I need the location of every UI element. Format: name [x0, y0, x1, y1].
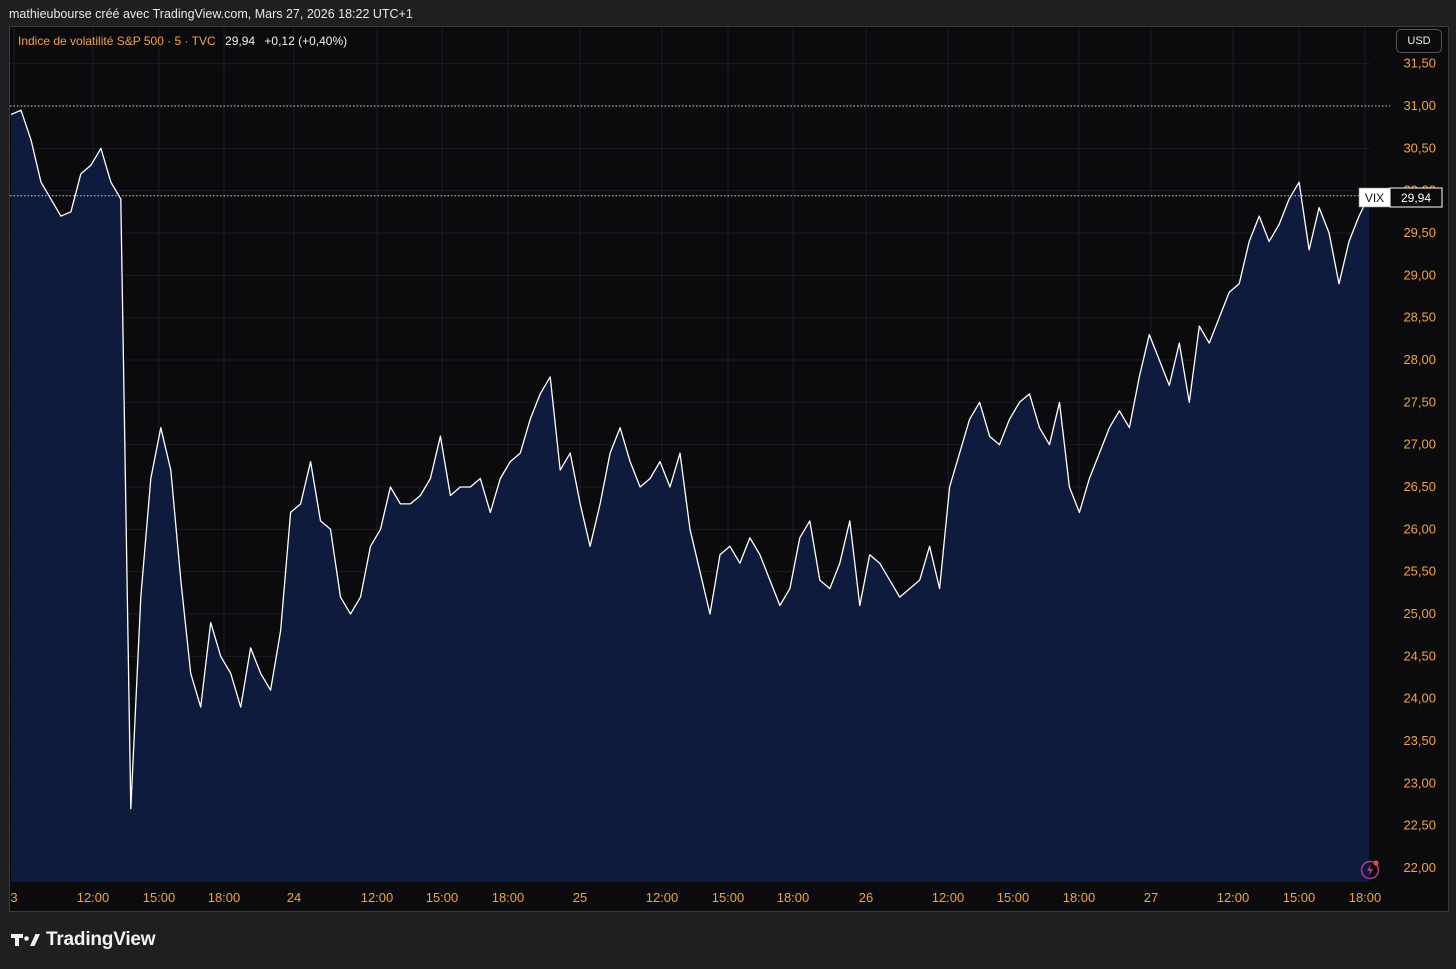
- x-tick-label: 18:00: [1063, 890, 1096, 905]
- last-price-tag: VIX 29,94: [1358, 187, 1443, 208]
- y-tick-label: 23,50: [1403, 733, 1436, 748]
- x-tick-label: 15:00: [426, 890, 459, 905]
- price-area-fill: [11, 110, 1369, 882]
- x-tick-label: 15:00: [712, 890, 745, 905]
- y-tick-label: 28,50: [1403, 310, 1436, 325]
- tradingview-logo-icon: [11, 934, 40, 946]
- currency-button[interactable]: USD: [1396, 29, 1442, 53]
- y-tick-label: 24,00: [1403, 691, 1436, 706]
- x-tick-label: 12:00: [77, 890, 110, 905]
- legend-last-value: 29,94: [225, 34, 256, 48]
- y-tick-label: 25,50: [1403, 564, 1436, 579]
- brand-wordmark: TradingView: [46, 929, 156, 950]
- x-tick-label: 24: [287, 890, 301, 905]
- y-tick-label: 29,50: [1403, 225, 1436, 240]
- x-tick-label: 12:00: [932, 890, 965, 905]
- y-tick-label: 27,00: [1403, 437, 1436, 452]
- x-tick-label: 15:00: [1283, 890, 1316, 905]
- y-tick-label: 25,00: [1403, 606, 1436, 621]
- y-tick-label: 23,00: [1403, 775, 1436, 790]
- price-chart[interactable]: 31,5031,0030,5030,0029,5029,0028,5028,00…: [10, 27, 1448, 911]
- y-tick-label: 30,50: [1403, 140, 1436, 155]
- brand-logo[interactable]: TradingView: [11, 929, 156, 951]
- x-tick-label: 12:00: [1217, 890, 1250, 905]
- y-tick-label: 26,00: [1403, 521, 1436, 536]
- last-price-value: 29,94: [1401, 191, 1431, 205]
- y-tick-label: 27,50: [1403, 394, 1436, 409]
- last-price-symbol: VIX: [1365, 191, 1384, 205]
- x-tick-label: 27: [1144, 890, 1158, 905]
- x-tick-label: 26: [859, 890, 873, 905]
- price-axis[interactable]: 31,5031,0030,5030,0029,5029,0028,5028,00…: [1403, 56, 1436, 875]
- x-tick-label: 25: [573, 890, 587, 905]
- y-tick-label: 29,00: [1403, 267, 1436, 282]
- legend-change: +0,12 (+0,40%): [264, 34, 348, 48]
- x-tick-label: 15:00: [143, 890, 176, 905]
- x-tick-label: 18:00: [208, 890, 241, 905]
- chart-header-text: mathieubourse créé avec TradingView.com,…: [9, 7, 413, 21]
- y-tick-label: 22,50: [1403, 818, 1436, 833]
- legend-symbol[interactable]: Indice de volatilité S&P 500 · 5 · TVC: [18, 34, 216, 48]
- x-tick-label: 12:00: [646, 890, 679, 905]
- y-tick-label: 28,00: [1403, 352, 1436, 367]
- x-tick-label: 15:00: [997, 890, 1030, 905]
- x-tick-label: 3: [10, 890, 17, 905]
- x-tick-label: 18:00: [1349, 890, 1382, 905]
- y-tick-label: 24,50: [1403, 648, 1436, 663]
- x-tick-label: 12:00: [361, 890, 394, 905]
- y-tick-label: 31,00: [1403, 98, 1436, 113]
- x-tick-label: 18:00: [492, 890, 525, 905]
- chart-panel[interactable]: 31,5031,0030,5030,0029,5029,0028,5028,00…: [9, 26, 1449, 912]
- y-tick-label: 22,00: [1403, 860, 1436, 875]
- y-tick-label: 26,50: [1403, 479, 1436, 494]
- x-tick-label: 18:00: [777, 890, 810, 905]
- y-tick-label: 31,50: [1403, 56, 1436, 71]
- time-axis[interactable]: 3 12:00 15:00 18:00 24 12:00 15:00 18:00 25 12:00…: [10, 890, 1381, 905]
- symbol-legend: Indice de volatilité S&P 500 · 5 · TVC 2…: [18, 34, 347, 48]
- alert-icon[interactable]: [1360, 860, 1380, 880]
- price-line: [10, 109, 1370, 810]
